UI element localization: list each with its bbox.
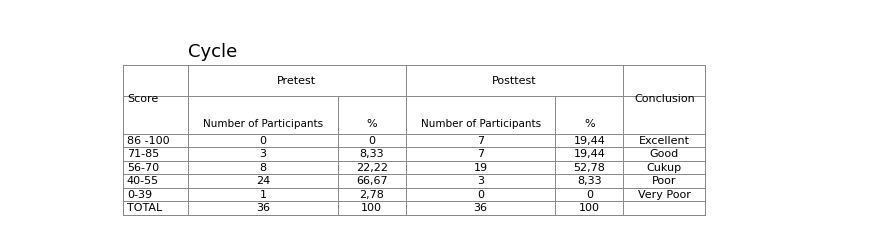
Text: 0-39: 0-39 [126, 190, 152, 200]
Text: 0: 0 [476, 190, 483, 200]
Text: Cukup: Cukup [646, 163, 681, 173]
Text: 8,33: 8,33 [576, 176, 601, 186]
Text: 86 -100: 86 -100 [126, 136, 169, 146]
Text: 19,44: 19,44 [573, 149, 605, 159]
Text: 2,78: 2,78 [359, 190, 384, 200]
Text: Good: Good [649, 149, 678, 159]
Text: 36: 36 [473, 203, 487, 213]
Text: 8,33: 8,33 [359, 149, 383, 159]
Text: TOTAL: TOTAL [126, 203, 162, 213]
Text: Score: Score [126, 94, 158, 104]
Text: 52,78: 52,78 [573, 163, 605, 173]
Text: Poor: Poor [652, 176, 676, 186]
Text: Posttest: Posttest [492, 76, 537, 86]
Text: 3: 3 [476, 176, 483, 186]
Text: Pretest: Pretest [277, 76, 316, 86]
Text: 100: 100 [360, 203, 381, 213]
Text: 24: 24 [255, 176, 269, 186]
Text: %: % [366, 119, 376, 129]
Text: 0: 0 [367, 136, 374, 146]
Text: Cycle: Cycle [188, 44, 237, 62]
Text: 56-70: 56-70 [126, 163, 159, 173]
Text: 19: 19 [473, 163, 487, 173]
Text: 0: 0 [259, 136, 266, 146]
Text: 100: 100 [578, 203, 599, 213]
Text: Number of Participants: Number of Participants [203, 119, 323, 129]
Text: 36: 36 [255, 203, 269, 213]
Text: Very Poor: Very Poor [638, 190, 690, 200]
Text: Excellent: Excellent [638, 136, 689, 146]
Text: Number of Participants: Number of Participants [420, 119, 540, 129]
Text: 40-55: 40-55 [126, 176, 159, 186]
Text: 66,67: 66,67 [355, 176, 387, 186]
Text: 19,44: 19,44 [573, 136, 605, 146]
Text: 71-85: 71-85 [126, 149, 159, 159]
Text: 3: 3 [259, 149, 266, 159]
Text: 0: 0 [585, 190, 592, 200]
Text: 1: 1 [259, 190, 266, 200]
Text: 8: 8 [259, 163, 266, 173]
Text: 7: 7 [476, 149, 483, 159]
Text: 7: 7 [476, 136, 483, 146]
Text: Conclusion: Conclusion [633, 94, 694, 104]
Text: %: % [583, 119, 594, 129]
Text: 22,22: 22,22 [355, 163, 388, 173]
